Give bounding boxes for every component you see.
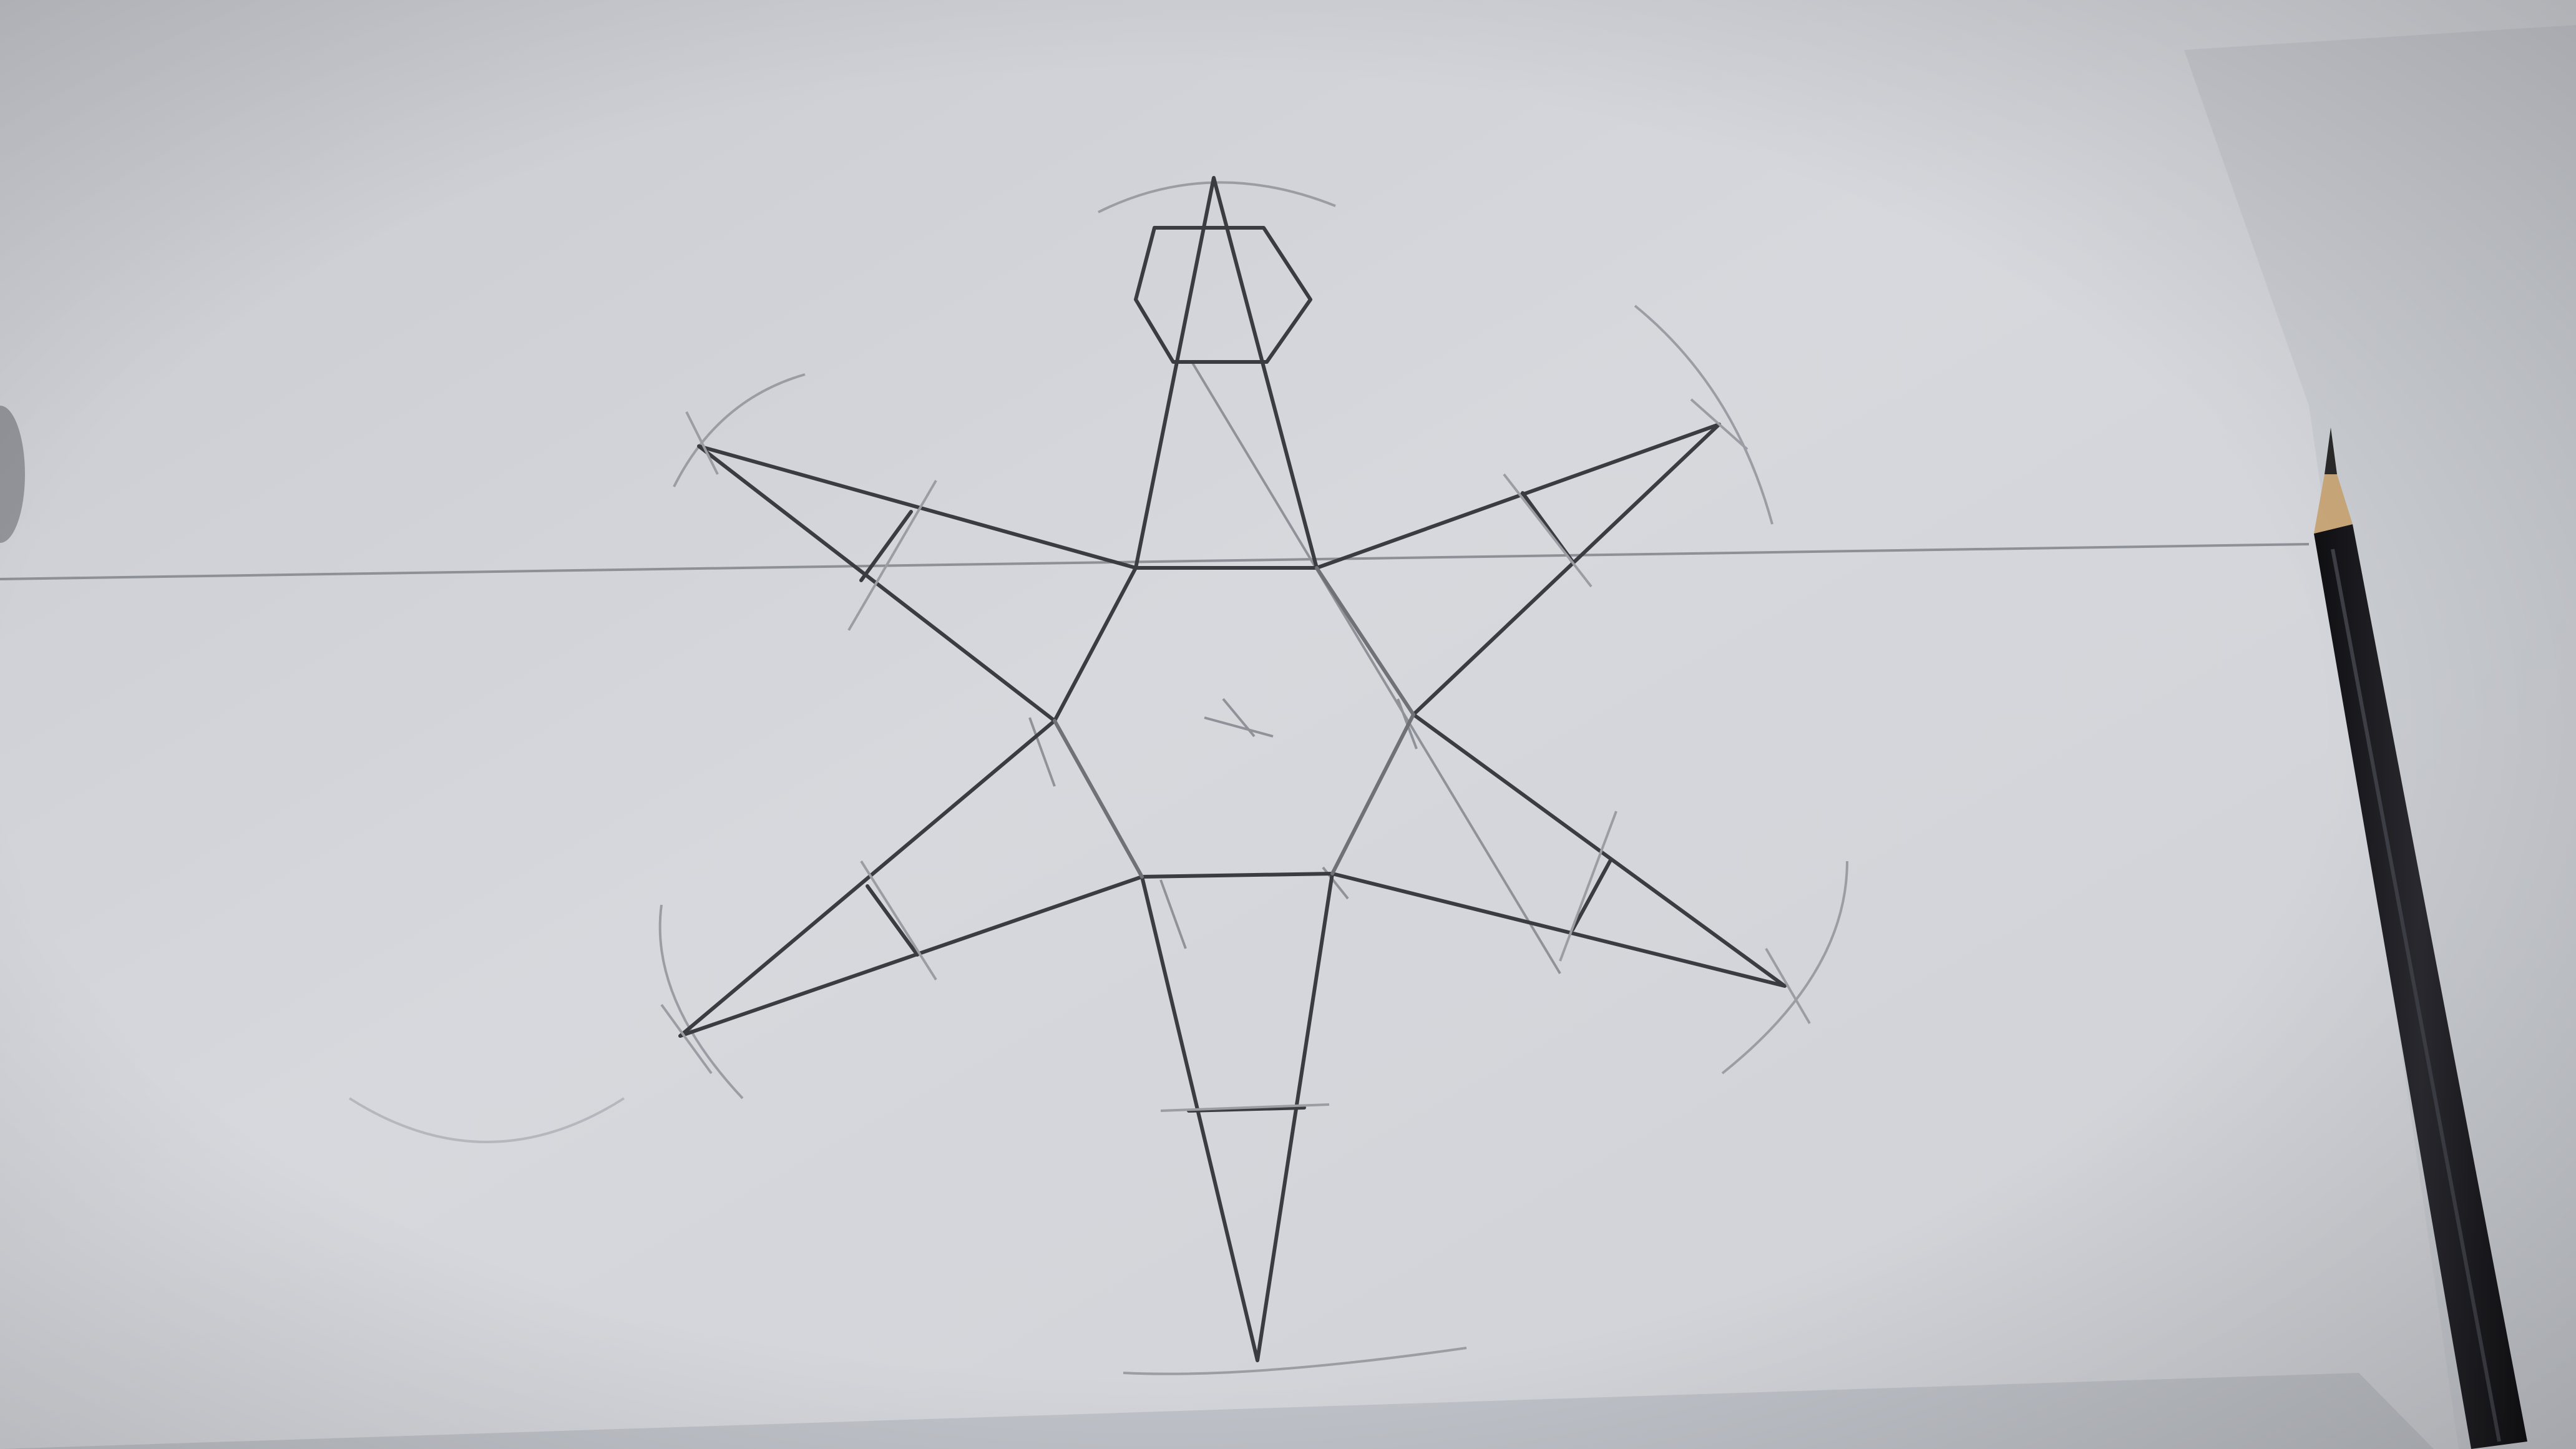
photo-scene [0,0,2576,1449]
vignette-overlay [0,0,2576,1449]
scene-svg [0,0,2576,1449]
